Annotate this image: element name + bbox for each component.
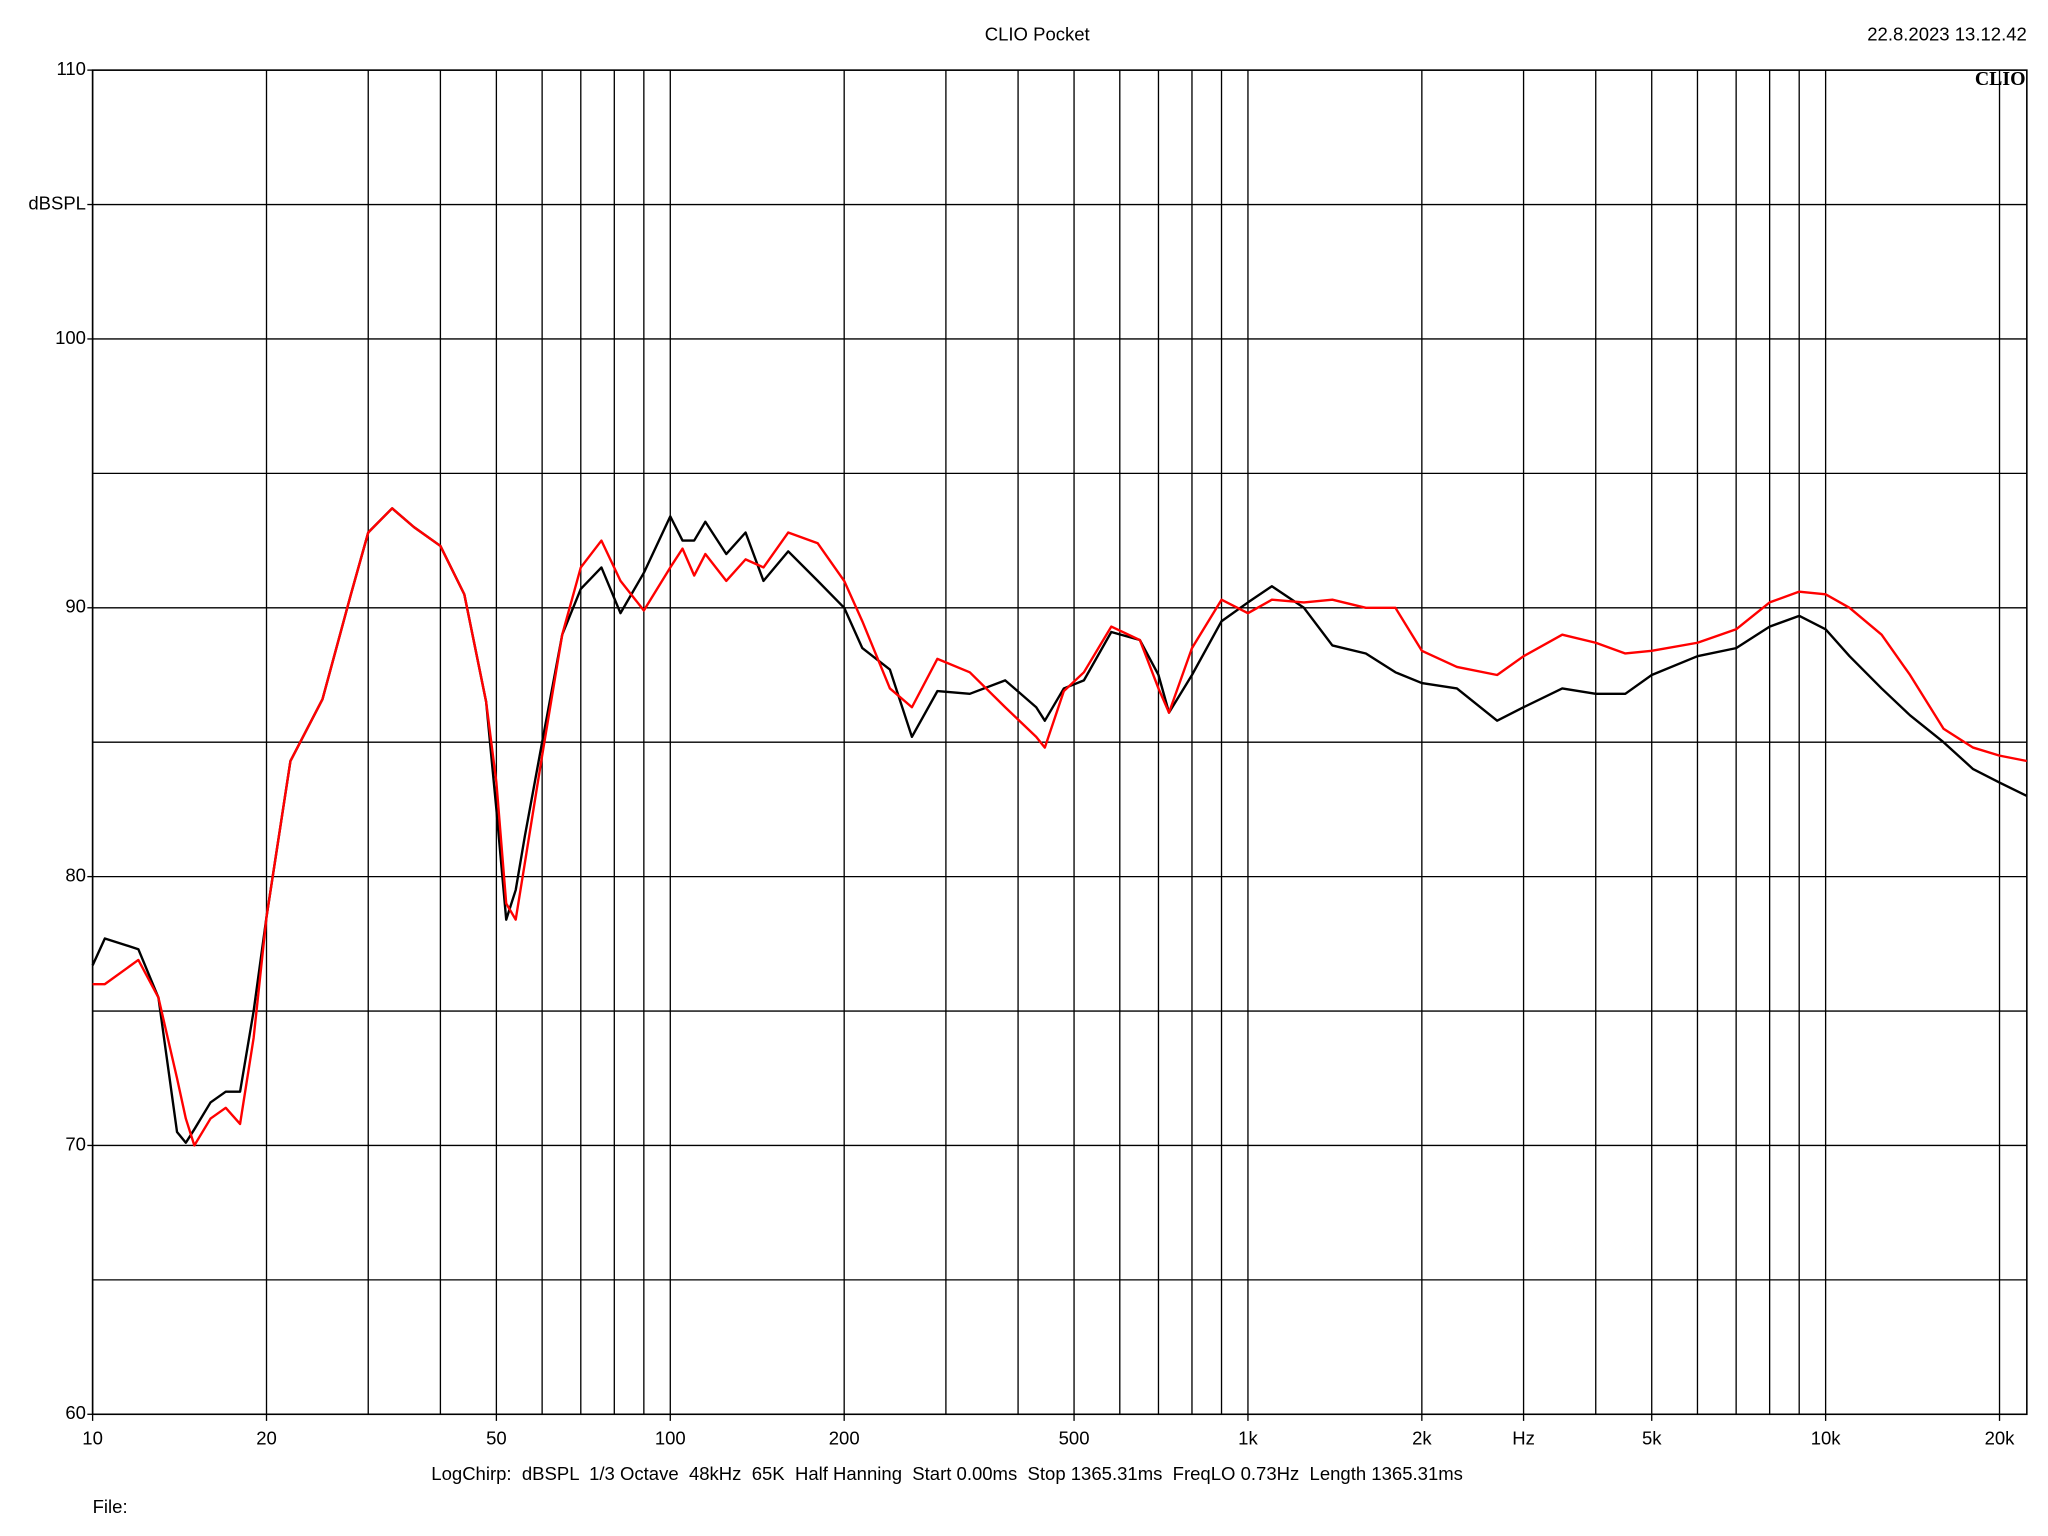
x-tick-label: 10 [82, 1427, 103, 1448]
plot-frame [91, 69, 2028, 1416]
x-tick-label: 20k [1985, 1427, 2016, 1448]
x-tick-label: 100 [655, 1427, 686, 1448]
chart-title: CLIO Pocket [985, 24, 1091, 45]
x-tick-label: 200 [829, 1427, 860, 1448]
y-tick-label: 90 [65, 596, 86, 617]
y-tick-label: 60 [65, 1402, 86, 1423]
y-tick-label: 100 [55, 327, 86, 348]
x-tick-label: 1k [1238, 1427, 1258, 1448]
x-tick-label: 50 [486, 1427, 507, 1448]
x-tick-label: 2k [1412, 1427, 1432, 1448]
x-tick-label: 10k [1811, 1427, 1842, 1448]
timestamp: 22.8.2023 13.12.42 [1867, 24, 2027, 45]
x-tick-label: 500 [1059, 1427, 1090, 1448]
y-tick-label: dBSPL [28, 192, 86, 213]
x-tick-label: 5k [1642, 1427, 1662, 1448]
y-tick-label: 70 [65, 1133, 86, 1154]
x-tick-label: Hz [1512, 1427, 1535, 1448]
x-tick-label: 20 [256, 1427, 277, 1448]
y-tick-label: 80 [65, 865, 86, 886]
response-curve [92, 507, 2028, 1147]
file-label: File: [93, 1496, 128, 1517]
y-tick-label: 110 [56, 58, 86, 79]
settings-line: LogChirp: dBSPL 1/3 Octave 48kHz 65K Hal… [431, 1463, 1463, 1484]
